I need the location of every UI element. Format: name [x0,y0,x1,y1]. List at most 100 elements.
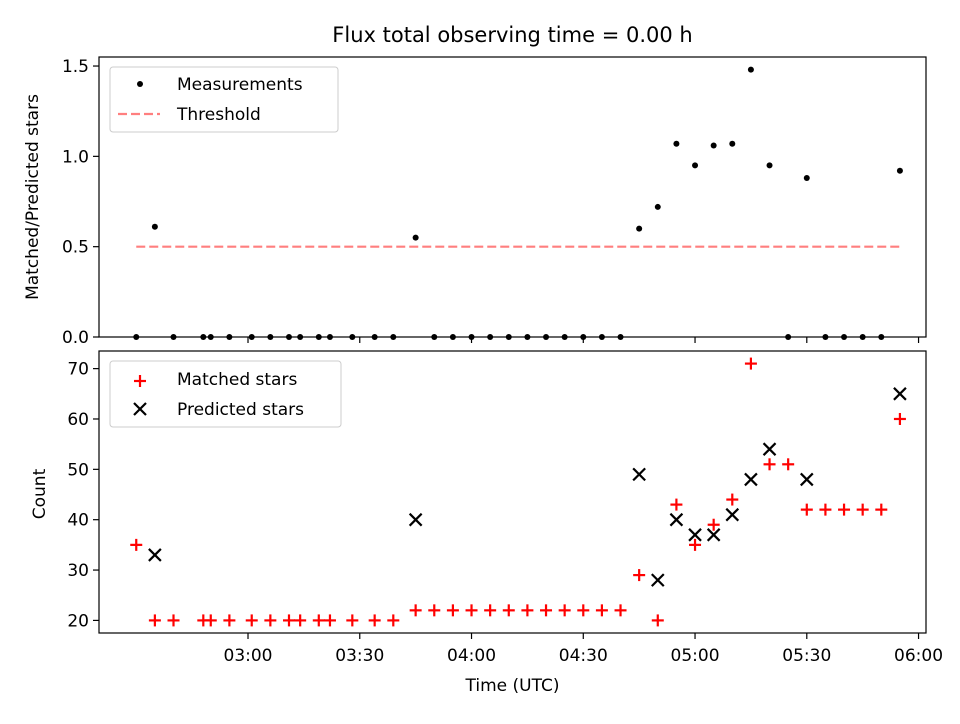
matched-star-point [707,518,720,531]
matched-star-point [323,614,336,627]
measurement-point [133,334,140,340]
measurement-point [431,334,438,340]
matched-star-point [633,569,646,582]
predicted-star-point [893,387,907,401]
measurement-point [598,334,605,340]
matched-star-point [819,503,832,516]
matched-star-point [614,604,627,617]
measurement-point [449,334,456,340]
legend-matched-marker [134,375,146,387]
bottom-y-tick-label: 20 [67,611,89,631]
matched-star-point [577,604,590,617]
matched-star-point [838,503,851,516]
matched-star-point [484,604,497,617]
measurement-point [896,167,903,174]
predicted-stars-points [148,387,907,587]
top-y-tick-label: 1.5 [62,57,89,77]
matched-star-point [167,614,180,627]
measurement-point [390,334,397,340]
matched-star-point [312,614,325,627]
matched-star-point [282,614,295,627]
measurement-point [468,334,475,340]
x-axis-label: Time (UTC) [465,676,560,696]
measurement-point [729,140,736,147]
matched-star-point [409,604,422,617]
measurement-point [200,334,207,340]
top-y-tick-label: 0.5 [62,238,89,258]
measurement-point [505,334,512,340]
predicted-star-point [688,528,702,542]
measurement-point [226,334,233,340]
measurement-point [207,334,214,340]
measurement-point [785,334,792,340]
x-tick-label: 03:00 [224,646,273,666]
matched-star-point [521,604,534,617]
legend-predicted-marker [133,402,147,416]
measurement-point [170,334,177,340]
x-tick-label: 05:00 [671,646,720,666]
predicted-star-point [148,548,162,562]
measurement-point [636,225,643,232]
bottom-y-tick-label: 70 [67,360,89,380]
measurement-point [710,142,717,149]
bottom-plot-area [98,350,927,634]
measurement-point [326,334,333,340]
measurement-point [617,334,624,340]
matched-star-point [763,458,776,471]
matched-star-point [744,357,757,370]
matched-star-point [651,614,664,627]
predicted-star-point [651,573,665,587]
top-y-axis-label: Matched/Predicted stars [23,94,43,300]
predicted-star-point [632,467,646,482]
matched-star-point [893,412,906,425]
matched-star-point [223,614,236,627]
x-tick-label: 03:30 [335,646,384,666]
measurement-points [133,66,903,340]
measurement-point [822,334,829,340]
matched-star-point [346,614,359,627]
legend-measurement-marker [137,81,143,87]
matched-star-point [726,493,739,506]
matched-star-point [204,614,217,627]
top-y-axis: 0.0 0.5 1.0 1.5 [62,57,99,348]
measurement-point [285,334,292,340]
measurement-point [487,334,494,340]
bottom-y-axis-label: Count [30,468,50,519]
predicted-star-point [706,528,721,542]
predicted-star-point [762,442,777,456]
measurement-point [692,162,699,169]
bottom-y-tick-label: 30 [67,561,89,581]
measurement-point [297,334,304,340]
bottom-y-tick-label: 40 [67,511,89,531]
matched-star-point [446,604,459,617]
matched-star-point [875,503,888,516]
measurement-point [878,334,885,340]
bottom-y-axis: 20 30 40 50 60 70 [67,360,99,631]
matched-star-point [387,614,400,627]
matched-star-point [245,614,258,627]
matched-star-point [670,498,683,511]
matched-star-point [782,458,795,471]
top-legend: Measurements Threshold [109,66,339,133]
measurement-point [151,223,158,230]
measurement-point [349,334,356,340]
measurement-point [766,162,773,169]
matched-star-point [540,604,553,617]
x-tick-label: 04:30 [559,646,608,666]
matched-star-point [368,614,381,627]
matched-star-point [148,614,161,627]
measurement-point [803,175,810,182]
legend-measurements-label: Measurements [177,75,303,95]
chart-title: Flux total observing time = 0.00 h [332,23,692,47]
predicted-star-point [744,472,758,487]
measurement-point [673,140,680,147]
measurement-point [315,334,322,340]
measurement-point [561,334,568,340]
measurement-point [267,334,274,340]
top-legend-box [109,66,339,133]
matched-star-point [294,614,307,627]
predicted-star-point [800,472,814,487]
predicted-star-point [669,512,684,527]
bottom-panel: 20 30 40 50 60 70 03:00 03:30 04:00 04:30 05:00 05… [30,350,943,696]
